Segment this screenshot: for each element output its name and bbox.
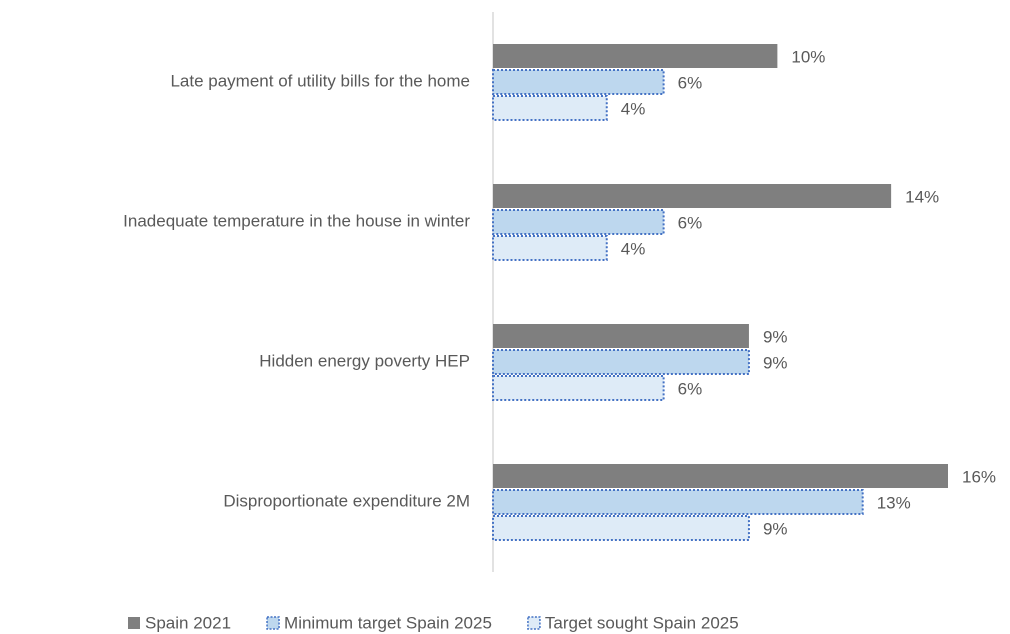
bar (492, 375, 665, 401)
value-label: 4% (621, 239, 646, 258)
legend-swatch (527, 616, 541, 630)
category-label: Late payment of utility bills for the ho… (170, 71, 470, 90)
bar (493, 464, 948, 488)
value-label: 6% (678, 73, 703, 92)
value-label: 9% (763, 327, 788, 346)
bar (492, 209, 665, 235)
value-label: 14% (905, 187, 939, 206)
bar (493, 324, 749, 348)
category-label: Hidden energy poverty HEP (259, 351, 470, 370)
category-label: Disproportionate expenditure 2M (223, 491, 470, 510)
legend-label: Spain 2021 (145, 613, 231, 632)
value-label: 9% (763, 519, 788, 538)
value-label: 4% (621, 99, 646, 118)
category-label: Inadequate temperature in the house in w… (123, 211, 470, 230)
bar (492, 515, 750, 541)
legend-label: Minimum target Spain 2025 (284, 613, 492, 632)
bar (492, 489, 864, 515)
bar (492, 349, 750, 375)
value-label: 6% (678, 379, 703, 398)
bar (493, 184, 892, 208)
bar (493, 44, 778, 68)
value-label: 13% (877, 493, 911, 512)
value-label: 10% (791, 47, 825, 66)
bar (492, 95, 608, 121)
value-label: 9% (763, 353, 788, 372)
legend-swatch (266, 616, 280, 630)
legend-label: Target sought Spain 2025 (545, 613, 739, 632)
value-label: 16% (962, 467, 996, 486)
bar (492, 235, 608, 261)
value-label: 6% (678, 213, 703, 232)
legend-swatch (128, 617, 140, 629)
bar (492, 69, 665, 95)
